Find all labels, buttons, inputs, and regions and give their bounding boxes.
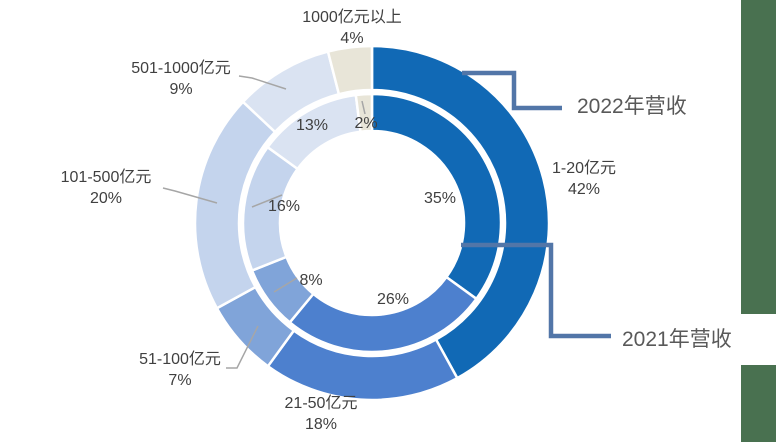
category-label-pct-2: 7% xyxy=(168,372,192,389)
category-label-pct-1: 18% xyxy=(304,416,338,433)
slice-outer-0 xyxy=(370,44,551,380)
series-callout-line-0 xyxy=(462,70,562,111)
category-label-text-0: 1-20亿元 xyxy=(551,160,617,177)
category-label-pct-0: 42% xyxy=(567,181,601,198)
category-label-pct-5: 4% xyxy=(340,30,364,47)
inner-value-label-4: 13% xyxy=(295,117,329,134)
decor-bar-top-right xyxy=(741,0,776,314)
slice-outer-5 xyxy=(326,44,374,96)
category-label-3: 101-500亿元 20% xyxy=(61,167,152,209)
category-label-1: 21-50亿元 18% xyxy=(285,393,358,435)
slice-inner-5 xyxy=(354,92,374,133)
category-label-4: 501-1000亿元 9% xyxy=(131,58,231,100)
category-label-2: 51-100亿元 7% xyxy=(139,349,221,391)
category-label-text-4: 501-1000亿元 xyxy=(131,60,231,77)
leader-inner-5 xyxy=(361,100,366,115)
inner-value-label-5: 2% xyxy=(354,115,378,132)
series-label-2022: 2022年营收 xyxy=(577,95,687,118)
category-label-text-5: 1000亿元以上 xyxy=(302,9,402,26)
inner-value-label-1: 26% xyxy=(376,291,410,308)
inner-value-label-2: 8% xyxy=(299,272,323,289)
decor-bar-bottom-right xyxy=(741,365,776,442)
inner-value-label-0: 35% xyxy=(423,190,457,207)
series-label-2021: 2021年营收 xyxy=(622,328,732,351)
inner-value-label-3: 16% xyxy=(267,198,301,215)
leader-inner-2 xyxy=(273,277,298,293)
category-label-text-3: 101-500亿元 xyxy=(60,169,152,186)
category-label-pct-4: 9% xyxy=(169,81,193,98)
leader-inner-3 xyxy=(251,194,283,208)
category-label-0: 1-20亿元 42% xyxy=(552,158,616,200)
leader-outer-2 xyxy=(226,325,259,369)
category-label-5: 1000亿元以上 4% xyxy=(302,7,402,49)
leader-outer-3 xyxy=(162,187,218,204)
leader-outer-4 xyxy=(238,75,287,90)
series-callout-line-1 xyxy=(461,242,611,339)
category-label-text-1: 21-50亿元 xyxy=(284,395,358,412)
category-label-pct-3: 20% xyxy=(89,190,123,207)
category-label-text-2: 51-100亿元 xyxy=(139,351,221,368)
